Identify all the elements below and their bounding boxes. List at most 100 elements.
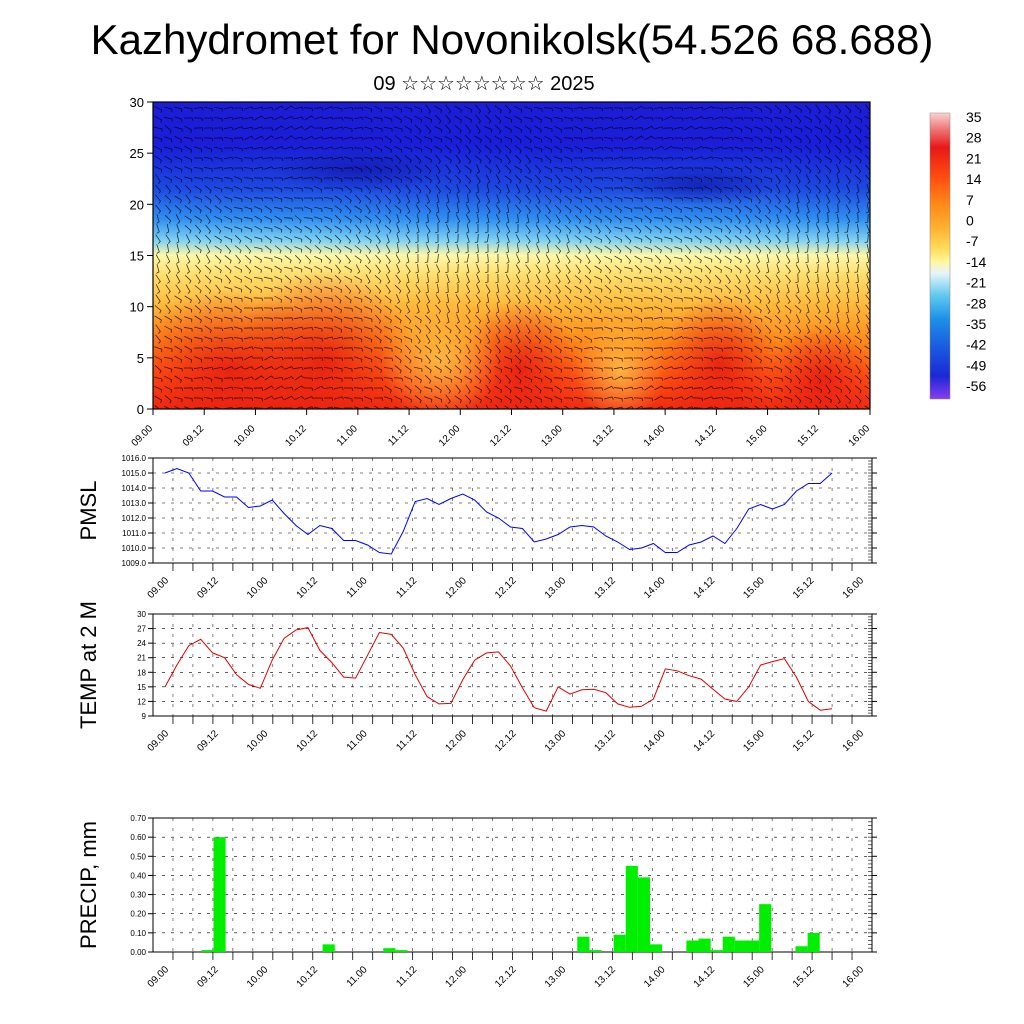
wind-barb [674, 336, 684, 340]
wind-barb [804, 405, 811, 409]
wind-barb [555, 234, 561, 244]
x-tick-label: 15.00 [744, 423, 770, 449]
wind-barb [554, 156, 563, 163]
wind-barb [564, 405, 571, 409]
wind-barb [464, 335, 472, 344]
wind-barb [494, 365, 503, 373]
wind-barb [415, 274, 420, 284]
wind-barb [564, 167, 573, 172]
wind-barb [323, 317, 333, 322]
wind-barb [435, 233, 439, 244]
wind-barb [344, 295, 352, 304]
wind-barb [624, 306, 633, 313]
wind-barb [824, 325, 832, 334]
wind-barb [674, 316, 683, 322]
wind-barb [394, 386, 403, 393]
wind-barb [734, 194, 742, 204]
wind-barb [364, 295, 372, 304]
wind-barb [243, 177, 253, 182]
wind-barb [744, 367, 754, 372]
y-tick-label: 20 [130, 197, 144, 212]
wind-barb [264, 245, 272, 254]
wind-barb [264, 366, 274, 370]
colorbar-label: -42 [966, 337, 986, 353]
x-tick-label: 13.00 [543, 575, 569, 601]
wind-barb [313, 317, 324, 322]
wind-barb [294, 246, 303, 253]
wind-barb [353, 147, 364, 152]
x-tick-label: 09.12 [181, 423, 207, 449]
wind-barb [174, 305, 182, 314]
wind-barb [674, 166, 684, 170]
wind-barb [764, 136, 773, 143]
wind-barb [184, 215, 192, 224]
wind-barb [373, 397, 384, 401]
wind-barb [714, 166, 723, 173]
wind-barb [273, 396, 284, 400]
wind-barb [474, 135, 482, 144]
wind-barb [374, 116, 383, 122]
wind-barb [864, 135, 870, 140]
wind-barb [455, 294, 461, 304]
wind-barb [714, 356, 724, 360]
wind-barb [364, 366, 373, 373]
wind-barb [674, 177, 684, 182]
wind-barb [603, 177, 613, 182]
wind-barb [415, 204, 421, 214]
wind-barb [855, 233, 859, 244]
wind-barb [804, 165, 812, 174]
wind-barb [634, 265, 642, 274]
wind-barb [466, 264, 470, 274]
precip-bar [201, 950, 214, 952]
wind-barb [594, 186, 603, 193]
wind-barb [243, 157, 253, 162]
wind-barb [824, 115, 832, 124]
wind-barb [154, 355, 163, 363]
wind-barb [764, 335, 772, 344]
wind-barb [193, 377, 204, 381]
wind-barb [374, 355, 383, 363]
wind-barb [846, 314, 850, 324]
wind-barb [495, 354, 501, 364]
wind-barb [194, 205, 202, 214]
wind-barb [734, 235, 742, 244]
wind-barb [634, 296, 643, 302]
wind-barb [804, 335, 812, 344]
wind-barb [365, 224, 371, 234]
wind-barb [624, 135, 634, 141]
wind-barb [723, 317, 733, 322]
wind-barb [754, 316, 763, 323]
wind-barb [233, 316, 243, 323]
precip-bar [686, 940, 699, 952]
wind-barb [704, 256, 713, 263]
wind-barb [435, 314, 441, 324]
wind-barb [745, 264, 751, 274]
wind-barb [744, 205, 752, 214]
x-tick-label: 11.00 [345, 728, 370, 753]
wind-barb [204, 294, 212, 304]
wind-barb [555, 264, 561, 274]
wind-barb [264, 395, 274, 401]
x-tick-label: 13.12 [591, 423, 617, 449]
wind-barb [834, 385, 843, 393]
wind-barb [156, 214, 160, 224]
wind-barb [264, 215, 273, 223]
wind-barb [445, 124, 452, 134]
wind-barb [776, 294, 780, 304]
wind-barb [195, 234, 202, 244]
x-tick-label: 15.12 [791, 964, 817, 990]
wind-barb [805, 294, 812, 304]
wind-barb [375, 204, 381, 214]
wind-barb [544, 126, 553, 132]
wind-barb [224, 366, 234, 370]
wind-barb [634, 176, 643, 183]
wind-barb [314, 185, 323, 193]
wind-barb [354, 356, 363, 363]
wind-barb [535, 264, 541, 274]
wind-barb [253, 337, 264, 342]
wind-barb [614, 285, 622, 294]
wind-barb [643, 297, 653, 302]
wind-barb [164, 214, 172, 224]
wind-barb [784, 385, 792, 394]
wind-barb [374, 126, 383, 133]
